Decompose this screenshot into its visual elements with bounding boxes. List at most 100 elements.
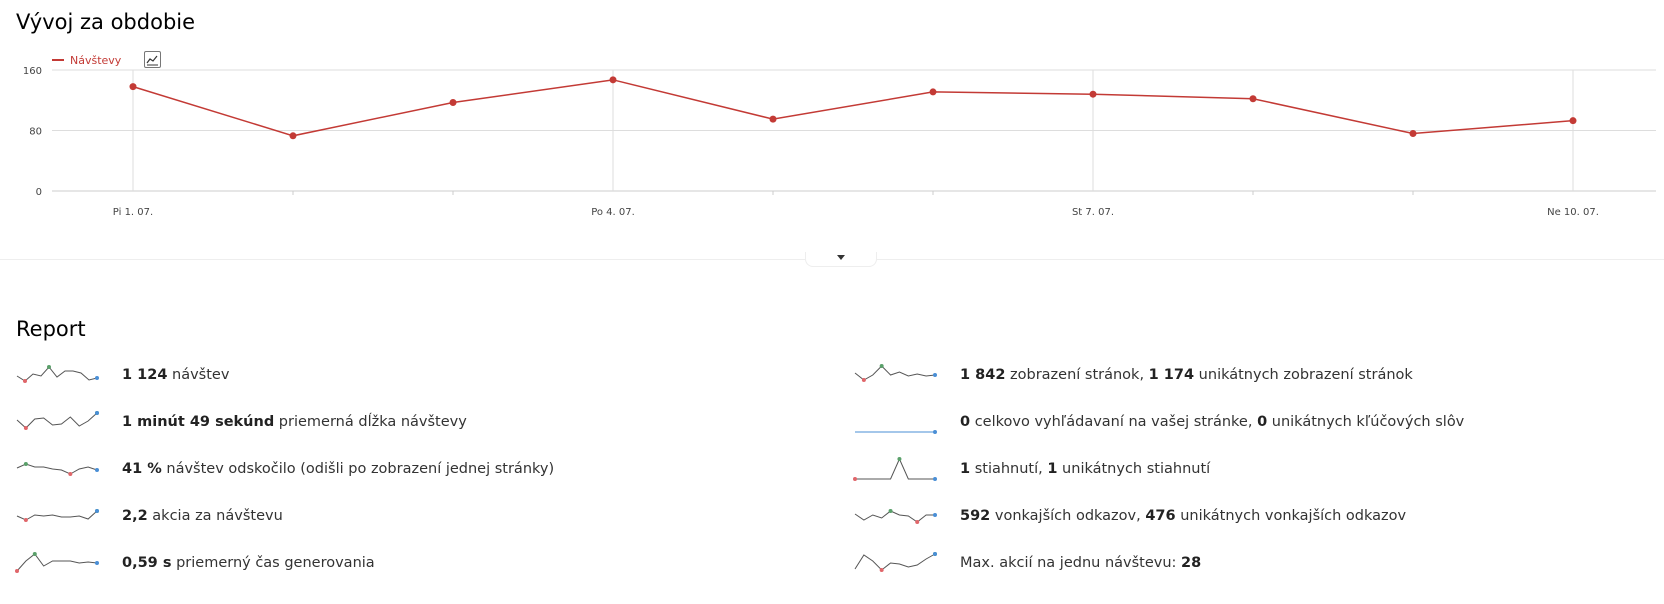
data-point bbox=[929, 88, 937, 96]
sparkline-visits-icon[interactable] bbox=[16, 363, 99, 387]
report-item-value: 1 minút 49 sekúnd bbox=[122, 414, 275, 430]
report-item-label: návštev bbox=[167, 367, 230, 383]
report-item-value: 1 842 bbox=[960, 367, 1006, 383]
sparkline-last-point bbox=[933, 552, 937, 556]
sparkline-last-point bbox=[95, 411, 99, 415]
report-item-value: 2,2 bbox=[122, 508, 148, 524]
sparkline-last-point bbox=[95, 468, 99, 472]
data-point bbox=[1089, 90, 1097, 98]
report-item-text: Max. akcií na jednu návštevu: 28 bbox=[960, 555, 1201, 571]
data-point bbox=[609, 76, 617, 84]
legend-line-swatch bbox=[52, 59, 64, 61]
report-item: 1 minút 49 sekúnd priemerná dĺžka návšte… bbox=[16, 410, 467, 434]
expand-chart-button[interactable] bbox=[805, 252, 877, 267]
report-item-label: priemerný čas generovania bbox=[171, 555, 375, 571]
report-item-label: unikátnych stiahnutí bbox=[1057, 461, 1211, 477]
sparkline-pageviews-icon[interactable] bbox=[854, 363, 937, 387]
sparkline-line bbox=[16, 366, 98, 382]
report-item: 41 % návštev odskočilo (odišli po zobraz… bbox=[16, 457, 554, 481]
sparkline-downloads-icon[interactable] bbox=[853, 457, 937, 481]
sparkline-min-point bbox=[68, 472, 73, 476]
report-item-value: 476 bbox=[1145, 508, 1176, 524]
report-item-text: 41 % návštev odskočilo (odišli po zobraz… bbox=[122, 461, 554, 477]
sparkline-max-point bbox=[32, 552, 37, 556]
sparkline-max-point bbox=[897, 457, 902, 461]
sparkline-last-point bbox=[95, 561, 99, 565]
sparkline-actions-icon[interactable] bbox=[16, 504, 99, 528]
x-tick-label: Pi 1. 07. bbox=[113, 207, 153, 218]
report-item-text: 1 minút 49 sekúnd priemerná dĺžka návšte… bbox=[122, 414, 467, 430]
report-item: 1 124 návštev bbox=[16, 363, 229, 387]
line-chart-icon[interactable] bbox=[144, 51, 161, 68]
sparkline-searches-icon[interactable] bbox=[854, 410, 937, 434]
sparkline-min-point bbox=[23, 379, 27, 383]
report-item-text: 1 842 zobrazení stránok, 1 174 unikátnyc… bbox=[960, 367, 1413, 383]
sparkline-last-point bbox=[933, 513, 937, 517]
report-item-label: celkovo vyhľádavaní na vašej stránke, bbox=[970, 414, 1258, 430]
sparkline-line bbox=[16, 553, 98, 572]
report-item-text: 592 vonkajších odkazov, 476 unikátnych v… bbox=[960, 508, 1406, 524]
data-point bbox=[1409, 130, 1417, 138]
sparkline-last-point bbox=[933, 430, 937, 434]
sparkline-last-point bbox=[95, 509, 99, 513]
sparkline-bounce-icon[interactable] bbox=[16, 457, 99, 481]
chart-legend[interactable]: Návštevy bbox=[52, 52, 121, 68]
sparkline-generation-time-icon[interactable] bbox=[15, 551, 99, 575]
report-item: 592 vonkajších odkazov, 476 unikátnych v… bbox=[854, 504, 1406, 528]
report-item-label: unikátnych zobrazení stránok bbox=[1194, 367, 1413, 383]
legend-label-visits[interactable]: Návštevy bbox=[70, 53, 122, 67]
report-item-value: 592 bbox=[960, 508, 991, 524]
sparkline-max-point bbox=[47, 365, 51, 369]
report-item-value: 1 174 bbox=[1148, 367, 1195, 383]
sparkline-last-point bbox=[933, 373, 937, 377]
evolution-chart: 0 80 160 Pi 1. 07. Po 4. 07. St 7. 07. Ne 10. … bbox=[23, 66, 1656, 218]
data-point bbox=[289, 132, 297, 140]
sparkline-line bbox=[854, 510, 935, 523]
series-line-visits bbox=[132, 79, 1574, 137]
report-item-value: 1 124 bbox=[122, 367, 168, 383]
report-item-label: zobrazení stránok, bbox=[1005, 367, 1149, 383]
sparkline-min-point bbox=[23, 426, 28, 430]
data-point bbox=[1569, 117, 1577, 125]
report-item-value: 1 bbox=[1047, 461, 1058, 477]
sparkline-line bbox=[854, 365, 936, 381]
data-point bbox=[129, 83, 137, 91]
data-point bbox=[769, 115, 777, 123]
sparkline-last-point bbox=[933, 477, 937, 481]
report-item: 0,59 s priemerný čas generovania bbox=[15, 551, 375, 575]
report-item-label: stiahnutí, bbox=[970, 461, 1048, 477]
sparkline-min-point bbox=[879, 568, 884, 572]
sparkline-max-point bbox=[888, 509, 893, 513]
sparkline-last-point bbox=[95, 376, 99, 380]
sparkline-line bbox=[854, 553, 936, 571]
report-item-label: návštev odskočilo (odišli po zobrazení j… bbox=[161, 461, 555, 477]
report-item-value: 0,59 s bbox=[122, 555, 172, 571]
data-point bbox=[1249, 95, 1257, 103]
sparkline-line bbox=[16, 463, 98, 475]
x-tick-label: Ne 10. 07. bbox=[1547, 207, 1599, 218]
report-item-label: priemerná dĺžka návštevy bbox=[274, 414, 467, 430]
report-item-text: 1 stiahnutí, 1 unikátnych stiahnutí bbox=[960, 461, 1210, 477]
report-item-label: Max. akcií na jednu návštevu: bbox=[960, 555, 1182, 571]
report-item-text: 2,2 akcia za návštevu bbox=[122, 508, 283, 524]
report-item-value: 41 % bbox=[122, 461, 162, 477]
sparkline-line bbox=[855, 457, 935, 480]
y-tick-label: 160 bbox=[23, 66, 42, 77]
chevron-down-icon bbox=[837, 255, 845, 260]
sparkline-min-point bbox=[23, 518, 28, 522]
sparkline-outlinks-icon[interactable] bbox=[854, 504, 937, 528]
sparkline-line bbox=[16, 510, 98, 521]
report-title: Report bbox=[16, 317, 86, 341]
sparkline-min-point bbox=[15, 569, 19, 573]
sparkline-max-actions-icon[interactable] bbox=[854, 551, 937, 575]
report-item-value: 0 bbox=[1257, 414, 1268, 430]
sparkline-visit-length-icon[interactable] bbox=[16, 410, 99, 434]
x-tick-label: Po 4. 07. bbox=[591, 207, 635, 218]
report-item-value: 0 bbox=[960, 414, 971, 430]
report-item: Max. akcií na jednu návštevu: 28 bbox=[854, 551, 1201, 575]
report-item: 2,2 akcia za návštevu bbox=[16, 504, 283, 528]
y-tick-label: 0 bbox=[36, 187, 42, 198]
data-point bbox=[449, 99, 457, 107]
report-item-value: 1 bbox=[960, 461, 971, 477]
report-item-text: 1 124 návštev bbox=[122, 367, 229, 383]
